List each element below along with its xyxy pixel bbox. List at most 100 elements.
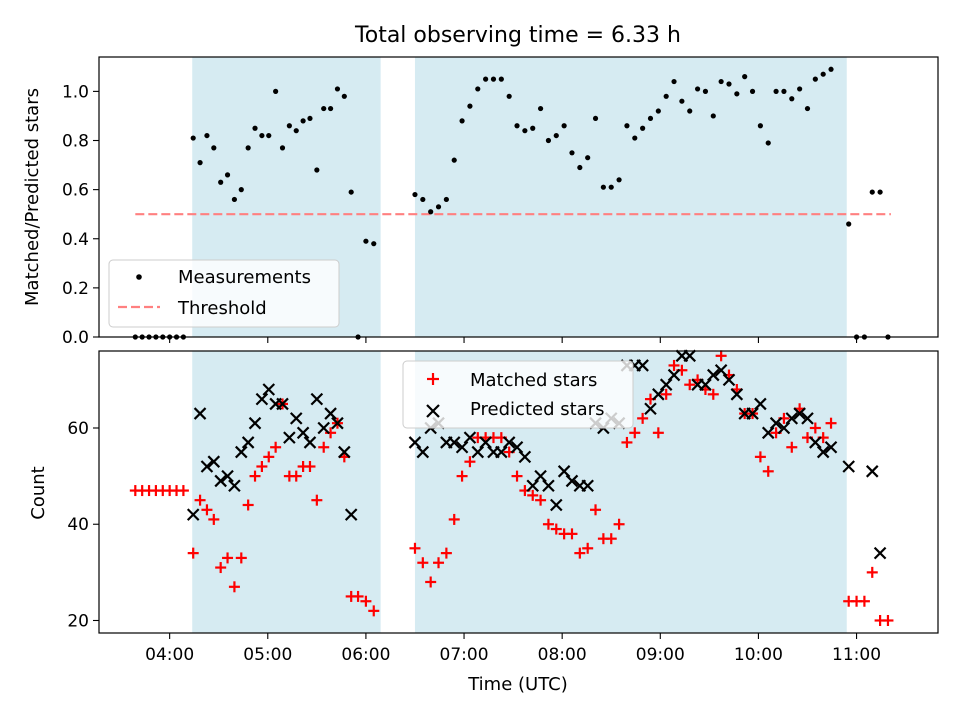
- top-shade-1: [414, 57, 847, 337]
- predicted-point: [842, 460, 855, 473]
- predicted-point: [699, 378, 712, 391]
- legend-matched-marker: [427, 373, 439, 385]
- matched-point: [684, 379, 696, 391]
- measurement-point: [765, 140, 771, 146]
- matched-point: [605, 533, 617, 545]
- measurement-point: [231, 196, 238, 203]
- x-tick-label: 11:00: [832, 645, 881, 665]
- measurement-point: [273, 88, 279, 94]
- predicted-point: [754, 397, 767, 411]
- x-tick-label: 05:00: [243, 645, 292, 665]
- predicted-point: [785, 412, 799, 425]
- matched-point: [637, 412, 649, 424]
- measurement-point: [734, 91, 740, 97]
- predicted-point: [447, 436, 461, 449]
- predicted-point: [207, 455, 221, 468]
- predicted-point: [644, 402, 657, 416]
- matched-point: [256, 460, 268, 472]
- measurement-point: [812, 76, 818, 82]
- top-plot-frame: [98, 56, 939, 338]
- matched-point: [550, 523, 562, 535]
- matched-point: [177, 485, 189, 497]
- predicted-point: [235, 445, 248, 459]
- predicted-point: [510, 440, 524, 454]
- predicted-point: [809, 436, 822, 449]
- measurement-point: [616, 177, 622, 183]
- matched-point: [222, 552, 234, 564]
- observing-intervals-bottom: [192, 351, 847, 633]
- matched-point: [368, 605, 380, 617]
- predicted-point: [296, 426, 310, 440]
- measurement-point: [190, 135, 196, 141]
- measurement-point: [797, 86, 803, 92]
- matched-point: [433, 557, 445, 569]
- top-y-tick-label: 0.2: [62, 279, 89, 299]
- predicted-point: [241, 436, 255, 449]
- predicted-point: [873, 546, 887, 560]
- measurement-point: [679, 98, 685, 104]
- measurement-point: [348, 189, 354, 195]
- top-y-axis: 0.0 0.2 0.4 0.6 0.8 1.0: [62, 82, 99, 348]
- predicted-point: [200, 460, 214, 473]
- matched-point: [668, 359, 680, 371]
- measurement-point: [663, 93, 669, 99]
- top-y-tick-label: 0.8: [62, 132, 89, 152]
- measurement-point: [327, 105, 334, 112]
- matched-point: [715, 350, 727, 362]
- top-y-tick-label: 1.0: [62, 82, 89, 102]
- matched-point: [318, 441, 330, 453]
- measurement-point: [467, 103, 473, 109]
- measurement-point: [459, 118, 465, 124]
- matched-point: [613, 518, 625, 530]
- predicted-point: [683, 349, 697, 363]
- bottom-y-axis-label: Count: [28, 466, 49, 519]
- top-y-tick-label: 0.0: [62, 328, 89, 348]
- matched-point: [425, 576, 437, 588]
- matched-point: [882, 614, 894, 626]
- measurement-point: [498, 76, 504, 82]
- measurement-point: [608, 184, 614, 190]
- predicted-point: [659, 378, 673, 391]
- matched-point: [215, 562, 227, 574]
- matched-point: [249, 470, 261, 482]
- predicted-point: [331, 416, 344, 430]
- matched-point: [858, 595, 870, 607]
- measurement-point: [514, 123, 520, 129]
- predicted-point: [824, 440, 838, 454]
- matched-point: [566, 528, 578, 540]
- matched-point: [527, 489, 539, 501]
- x-tick-label: 10:00: [734, 645, 783, 665]
- predicted-point: [255, 392, 269, 406]
- measurement-point: [577, 164, 583, 171]
- predicted-point: [581, 479, 594, 493]
- top-y-axis-label: Matched/Predicted stars: [22, 88, 43, 306]
- matched-point: [707, 388, 719, 400]
- predicted-point: [276, 397, 289, 411]
- predicted-point: [214, 474, 227, 488]
- measurement-point: [585, 155, 591, 161]
- matched-point: [621, 436, 633, 448]
- matched-point: [629, 427, 641, 439]
- measurement-point: [321, 105, 327, 112]
- measurement-point: [238, 187, 244, 193]
- predicted-point: [310, 392, 324, 406]
- predicted-point: [667, 368, 681, 382]
- measurement-point: [632, 135, 638, 141]
- measurement-point: [828, 66, 834, 72]
- measurement-point: [293, 128, 299, 134]
- top-legend: Measurements Threshold: [108, 259, 340, 328]
- predicted-point: [471, 445, 485, 459]
- measurement-point: [877, 189, 883, 195]
- predicted-point: [338, 445, 351, 459]
- matched-point: [325, 427, 337, 439]
- measurement-point: [647, 115, 654, 122]
- measurement-point: [530, 125, 536, 131]
- matched-point: [754, 451, 766, 463]
- measurement-point: [757, 123, 763, 129]
- matched-point: [511, 470, 523, 482]
- matched-point: [542, 518, 554, 530]
- measurement-point: [490, 76, 497, 82]
- matched-point: [235, 552, 247, 564]
- predicted-point: [463, 431, 477, 444]
- measurement-point: [314, 167, 320, 173]
